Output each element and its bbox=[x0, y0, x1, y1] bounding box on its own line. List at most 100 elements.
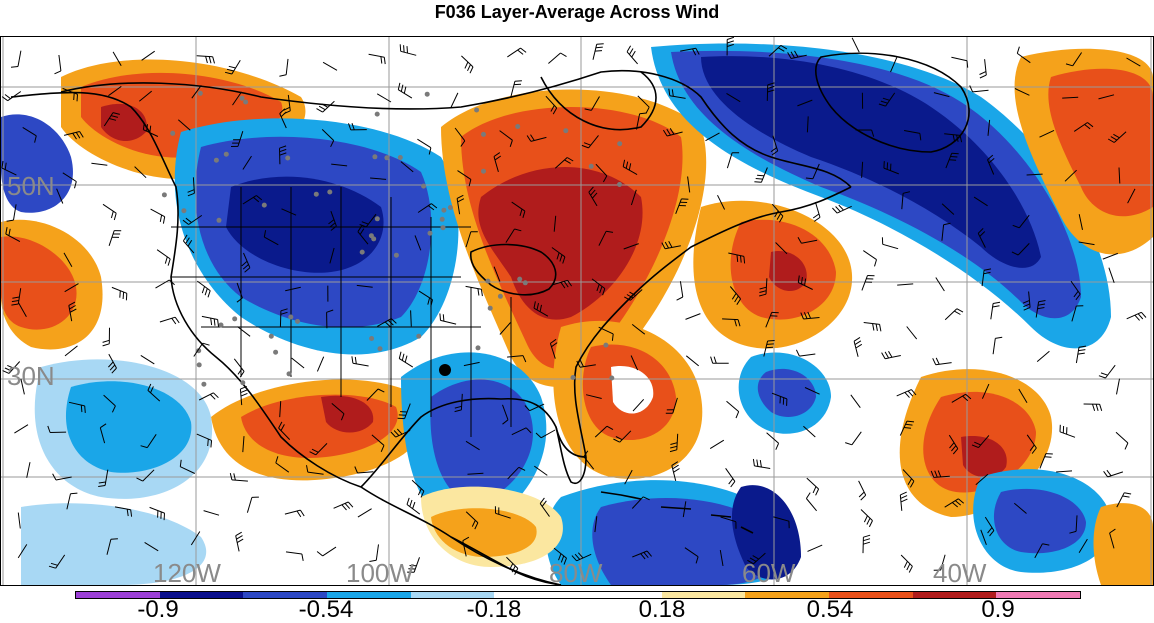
station-dot bbox=[474, 108, 479, 113]
station-dot bbox=[219, 323, 224, 328]
lon-label-100w: 100W bbox=[346, 560, 414, 586]
wind-barb bbox=[861, 510, 873, 527]
station-dot bbox=[375, 112, 380, 117]
station-dot bbox=[394, 253, 399, 258]
station-dot bbox=[273, 350, 278, 355]
wind-barb bbox=[461, 56, 473, 73]
wind-barb bbox=[1056, 471, 1072, 472]
wind-barb bbox=[726, 468, 735, 487]
station-dot bbox=[288, 315, 293, 320]
station-dot bbox=[375, 216, 380, 221]
wind-barb bbox=[845, 432, 861, 445]
wind-barb bbox=[286, 552, 303, 561]
station-dot bbox=[440, 217, 445, 222]
wind-barb bbox=[109, 231, 121, 246]
map-title: F036 Layer-Average Across Wind bbox=[0, 0, 1154, 26]
station-dot bbox=[372, 154, 377, 159]
station-dot bbox=[170, 131, 175, 136]
wind-barb bbox=[103, 204, 116, 220]
wind-barb bbox=[202, 316, 219, 326]
station-dot bbox=[481, 132, 486, 137]
wind-barb bbox=[236, 532, 244, 551]
wind-barb bbox=[204, 511, 219, 516]
wind-barb bbox=[160, 317, 179, 324]
station-dot bbox=[269, 334, 274, 339]
contour-fills bbox=[1, 44, 1153, 585]
wind-barb bbox=[859, 481, 866, 500]
lon-label-120w: 120W bbox=[153, 560, 221, 586]
wind-barb bbox=[352, 356, 369, 366]
station-dot bbox=[243, 100, 248, 105]
wind-barb bbox=[1117, 379, 1120, 395]
wind-barb bbox=[1099, 365, 1115, 378]
wind-barb bbox=[14, 425, 28, 433]
station-dot bbox=[240, 380, 245, 385]
wind-barb bbox=[907, 327, 917, 340]
wind-barb bbox=[400, 44, 416, 55]
station-dot bbox=[378, 346, 383, 351]
station-dot bbox=[589, 164, 594, 169]
wind-barb bbox=[863, 535, 870, 553]
wind-barb bbox=[317, 547, 336, 556]
wind-barb bbox=[933, 358, 952, 365]
colorbar bbox=[75, 591, 1081, 599]
wind-barb bbox=[851, 395, 861, 408]
wind-barb bbox=[627, 46, 638, 64]
station-dot bbox=[369, 233, 374, 238]
wind-barb bbox=[1060, 425, 1075, 438]
wind-barb bbox=[323, 62, 337, 70]
wind-barb bbox=[317, 101, 335, 112]
wind-barb bbox=[27, 462, 30, 478]
wind-barb bbox=[806, 493, 816, 511]
wind-barb bbox=[1104, 470, 1123, 477]
lon-label-40w: 40W bbox=[933, 560, 986, 586]
station-dot bbox=[515, 124, 520, 129]
wind-barb bbox=[407, 498, 420, 514]
station-dot bbox=[481, 169, 486, 174]
station-dot bbox=[369, 336, 374, 341]
lat-label-50n: 50N bbox=[7, 173, 55, 199]
wind-barb bbox=[197, 56, 215, 64]
wind-barb bbox=[686, 314, 701, 320]
wind-barb bbox=[710, 440, 724, 448]
colorbar-label: 0.18 bbox=[639, 598, 686, 622]
wind-barb bbox=[897, 284, 913, 285]
station-dot bbox=[523, 280, 528, 285]
station-dot bbox=[198, 91, 203, 96]
wind-barb bbox=[440, 314, 456, 325]
wind-barb bbox=[279, 59, 288, 76]
station-dot bbox=[476, 345, 481, 350]
wind-barb bbox=[451, 93, 458, 108]
wind-barb bbox=[727, 401, 739, 418]
wind-barb bbox=[854, 337, 862, 356]
station-dot bbox=[571, 375, 576, 380]
wind-barb bbox=[970, 86, 989, 92]
wind-barb bbox=[862, 276, 875, 291]
station-dot bbox=[217, 218, 222, 223]
colorbar-label: 0.54 bbox=[807, 598, 854, 622]
wind-barb bbox=[548, 53, 566, 64]
wind-barb bbox=[285, 510, 304, 517]
wind-barb bbox=[813, 202, 820, 221]
wind-barb bbox=[1109, 268, 1114, 283]
wind-barb bbox=[882, 351, 901, 359]
wind-barb bbox=[507, 48, 526, 57]
station-dot bbox=[517, 277, 522, 282]
wind-barb bbox=[882, 237, 898, 248]
wind-barb bbox=[141, 355, 155, 364]
station-dot bbox=[285, 156, 290, 161]
wind-barb bbox=[753, 459, 770, 469]
wind-barb bbox=[991, 302, 1000, 319]
wind-barb bbox=[993, 337, 1002, 354]
wind-barb bbox=[945, 309, 963, 320]
wind-barb bbox=[1076, 346, 1086, 363]
station-dot bbox=[425, 92, 430, 97]
wind-barb bbox=[1084, 404, 1102, 411]
station-dot bbox=[327, 190, 332, 195]
station-dot bbox=[232, 316, 237, 321]
station-dot bbox=[428, 231, 433, 236]
wind-barb bbox=[369, 54, 386, 64]
wind-barb bbox=[142, 51, 155, 60]
wind-barb bbox=[1116, 432, 1128, 449]
station-dot bbox=[603, 343, 608, 348]
